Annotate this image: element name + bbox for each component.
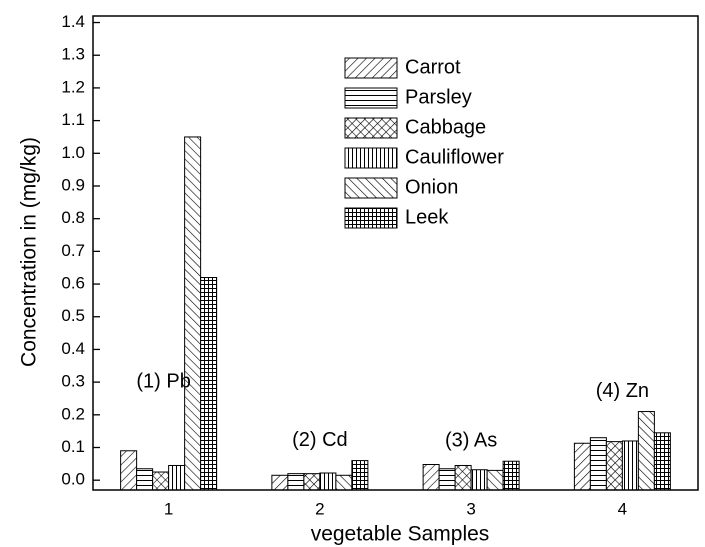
y-tick-label: 0.8	[61, 208, 85, 227]
bar	[168, 464, 186, 491]
bar	[271, 474, 289, 491]
bar	[335, 474, 353, 491]
x-tick-label: 1	[164, 499, 173, 518]
bar	[200, 277, 218, 491]
legend-label: Parsley	[405, 86, 472, 108]
annotation: (1) Pb	[136, 370, 190, 392]
legend-swatch	[344, 177, 398, 199]
y-tick-label: 0.7	[61, 241, 85, 260]
y-tick-label: 0.1	[61, 437, 85, 456]
annotation: (2) Cd	[292, 429, 348, 451]
plot-frame	[92, 15, 699, 491]
bar	[502, 460, 520, 491]
y-tick-label: 0.0	[61, 470, 85, 489]
bar	[605, 441, 623, 491]
legend-label: Onion	[405, 176, 458, 198]
bar	[438, 468, 456, 491]
bar	[184, 136, 202, 491]
x-axis-title: vegetable Samples	[311, 523, 490, 546]
y-tick-label: 1.2	[61, 77, 85, 96]
legend-label: Cauliflower	[405, 146, 504, 168]
y-tick-label: 1.0	[61, 143, 85, 162]
bar	[303, 473, 321, 491]
y-tick-label: 0.4	[61, 339, 85, 358]
legend-swatch	[344, 147, 398, 169]
y-tick-label: 0.9	[61, 175, 85, 194]
x-tick-label: 2	[315, 499, 324, 518]
annotation: (4) Zn	[596, 380, 649, 402]
legend-label: Leek	[405, 206, 449, 228]
bar	[486, 469, 504, 491]
y-tick-label: 0.5	[61, 306, 85, 325]
bar	[152, 471, 170, 491]
legend-swatch	[344, 87, 398, 109]
annotation: (3) As	[445, 430, 497, 452]
bar	[573, 442, 591, 491]
bar	[589, 437, 607, 491]
y-tick-label: 1.4	[61, 12, 85, 31]
y-axis-title: Concentration in (mg/kg)	[18, 137, 41, 367]
x-tick-label: 4	[618, 499, 627, 518]
y-tick-label: 1.3	[61, 45, 85, 64]
legend-swatch	[344, 117, 398, 139]
bar	[287, 473, 305, 491]
y-tick-label: 1.1	[61, 110, 85, 129]
bar	[454, 464, 472, 491]
bar	[120, 450, 138, 491]
legend-label: Cabbage	[405, 116, 486, 138]
y-tick-label: 0.6	[61, 274, 85, 293]
x-tick-label: 3	[466, 499, 475, 518]
bar	[319, 472, 337, 491]
bar	[422, 464, 440, 491]
bar	[136, 468, 154, 491]
y-tick-label: 0.2	[61, 404, 85, 423]
bar	[621, 440, 639, 491]
legend-swatch	[344, 57, 398, 79]
bar	[637, 411, 655, 491]
y-tick-label: 0.3	[61, 372, 85, 391]
bar	[351, 460, 369, 491]
legend-label: Carrot	[405, 56, 461, 78]
bar	[653, 432, 671, 491]
legend-swatch	[344, 207, 398, 229]
bar	[470, 469, 488, 491]
